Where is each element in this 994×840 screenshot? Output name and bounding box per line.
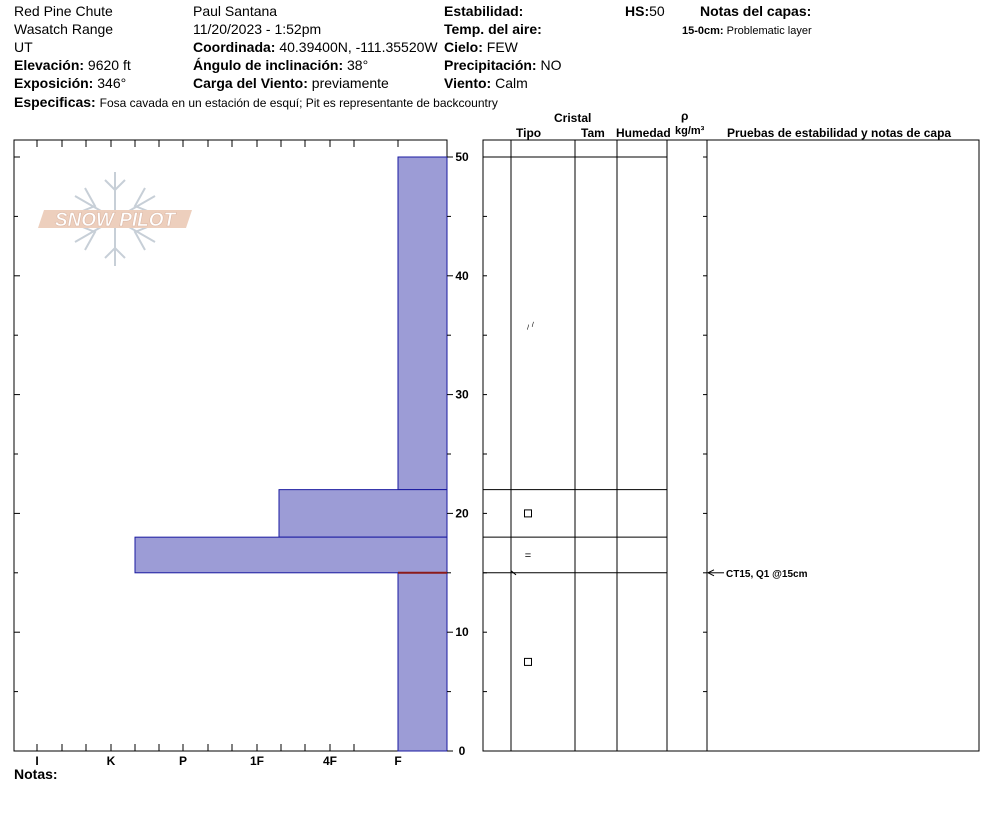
snowpilot-logo: SNOW PILOT [38, 172, 192, 266]
depth-tick-label: 40 [455, 269, 469, 283]
boundary-connector [510, 570, 517, 576]
mountain-range: Wasatch Range [14, 21, 114, 37]
stability-tests-header: Pruebas de estabilidad y notas de capa [727, 126, 952, 140]
sky-value: FEW [486, 39, 518, 55]
date-time: 11/20/2023 - 1:52pm [193, 21, 322, 37]
wind-label: Viento: [444, 75, 492, 91]
test-result-label: CT15, Q1 @15cm [726, 569, 808, 580]
grain-size-header: Tam [581, 126, 605, 140]
wind: Viento: Calm [444, 75, 528, 92]
wind-loading: Carga del Viento: previamente [193, 75, 389, 92]
hardness-tick-label: 4F [323, 754, 337, 768]
snow-height-label: HS: [625, 3, 650, 19]
test-arrow-head [706, 569, 715, 577]
location-name: Red Pine Chute [14, 3, 113, 19]
wind-value: Calm [495, 75, 528, 91]
density-symbol: ρ [681, 109, 689, 123]
wind-loading-value: previamente [311, 75, 389, 91]
air-temp-label: Temp. del aire: [444, 21, 542, 37]
coordinates-value: 40.39400N, -111.35520W [279, 39, 438, 55]
coordinates-label: Coordinada: [193, 39, 276, 55]
moisture-header: Humedad [616, 126, 671, 140]
aspect-label: Exposición: [14, 75, 94, 91]
depth-tick-label: 20 [455, 506, 469, 520]
depth-tick-label: 50 [455, 150, 469, 164]
hardness-axis: I K P 1F 4F F [35, 754, 401, 768]
elevation-label: Elevación: [14, 57, 85, 73]
aspect-value: 346° [97, 75, 127, 91]
state: UT [14, 39, 33, 55]
hardness-tick-label: F [394, 754, 401, 768]
slope-angle-value: 38° [347, 57, 369, 73]
elevation-value: 9620 ft [87, 57, 131, 73]
notes-label: Notas: [14, 766, 58, 782]
depth-tick-label: 0 [459, 744, 466, 758]
hardness-bar [397, 156, 448, 491]
grain-symbol-slash: ⸝⸝ [522, 316, 538, 332]
stability-label: Estabilidad: [444, 3, 524, 19]
layer-note: 15-0cm: Problematic layer [682, 23, 812, 40]
elevation: Elevación: 9620 ft [14, 57, 131, 74]
depth-axis: 0 10 20 30 40 50 [14, 150, 707, 758]
observer: Paul Santana [193, 3, 278, 19]
stability-test-marker: CT15, Q1 @15cm [706, 569, 808, 580]
layer-table-grid [482, 139, 980, 752]
specifics-value: Fosa cavada en un estación de esquí; Pit… [99, 96, 498, 110]
profile-border [13, 139, 448, 752]
coordinates: Coordinada: 40.39400N, -111.35520W [193, 39, 438, 56]
aspect: Exposición: 346° [14, 75, 126, 92]
precipitation: Precipitación: NO [444, 57, 561, 74]
hardness-bars [134, 156, 448, 752]
grain-type-header: Tipo [516, 126, 542, 140]
grain-symbol-equals: = [525, 550, 531, 562]
density-unit: kg/m³ [675, 125, 705, 137]
layer-note-text: Problematic layer [726, 25, 812, 37]
sky: Cielo: FEW [444, 39, 518, 56]
depth-tick-label: 10 [455, 625, 469, 639]
wind-loading-label: Carga del Viento: [193, 75, 308, 91]
table-border [482, 139, 980, 752]
sky-label: Cielo: [444, 39, 483, 55]
grain-symbol-square [524, 657, 532, 666]
specifics-label: Especificas: [14, 94, 96, 110]
crystal-header: Cristal [554, 111, 592, 125]
snow-height-value: 50 [649, 3, 665, 19]
specifics: Especificas: Fosa cavada en un estación … [14, 94, 498, 112]
hardness-tick-label: P [179, 754, 187, 768]
hardness-tick-label: I [35, 754, 38, 768]
layer-notes-label: Notas del capas: [700, 3, 812, 19]
logo-text: SNOW PILOT [55, 210, 177, 231]
slope-angle-label: Ángulo de inclinación: [193, 57, 344, 73]
hardness-profile-frame [13, 139, 448, 752]
hardness-bar [134, 536, 448, 574]
depth-tick-label: 30 [455, 388, 469, 402]
layer-note-range: 15-0cm: [682, 25, 724, 37]
slope-angle: Ángulo de inclinación: 38° [193, 57, 368, 74]
hardness-bar [278, 489, 448, 538]
hardness-bar [397, 572, 448, 752]
snow-height: HS:50 [625, 3, 665, 20]
grain-symbol-square [524, 509, 532, 518]
hardness-tick-label: K [107, 754, 116, 768]
hardness-tick-label: 1F [250, 754, 264, 768]
grain-type-symbols: ⸝⸝ = [522, 316, 538, 666]
precipitation-label: Precipitación: [444, 57, 537, 73]
precipitation-value: NO [540, 57, 562, 73]
